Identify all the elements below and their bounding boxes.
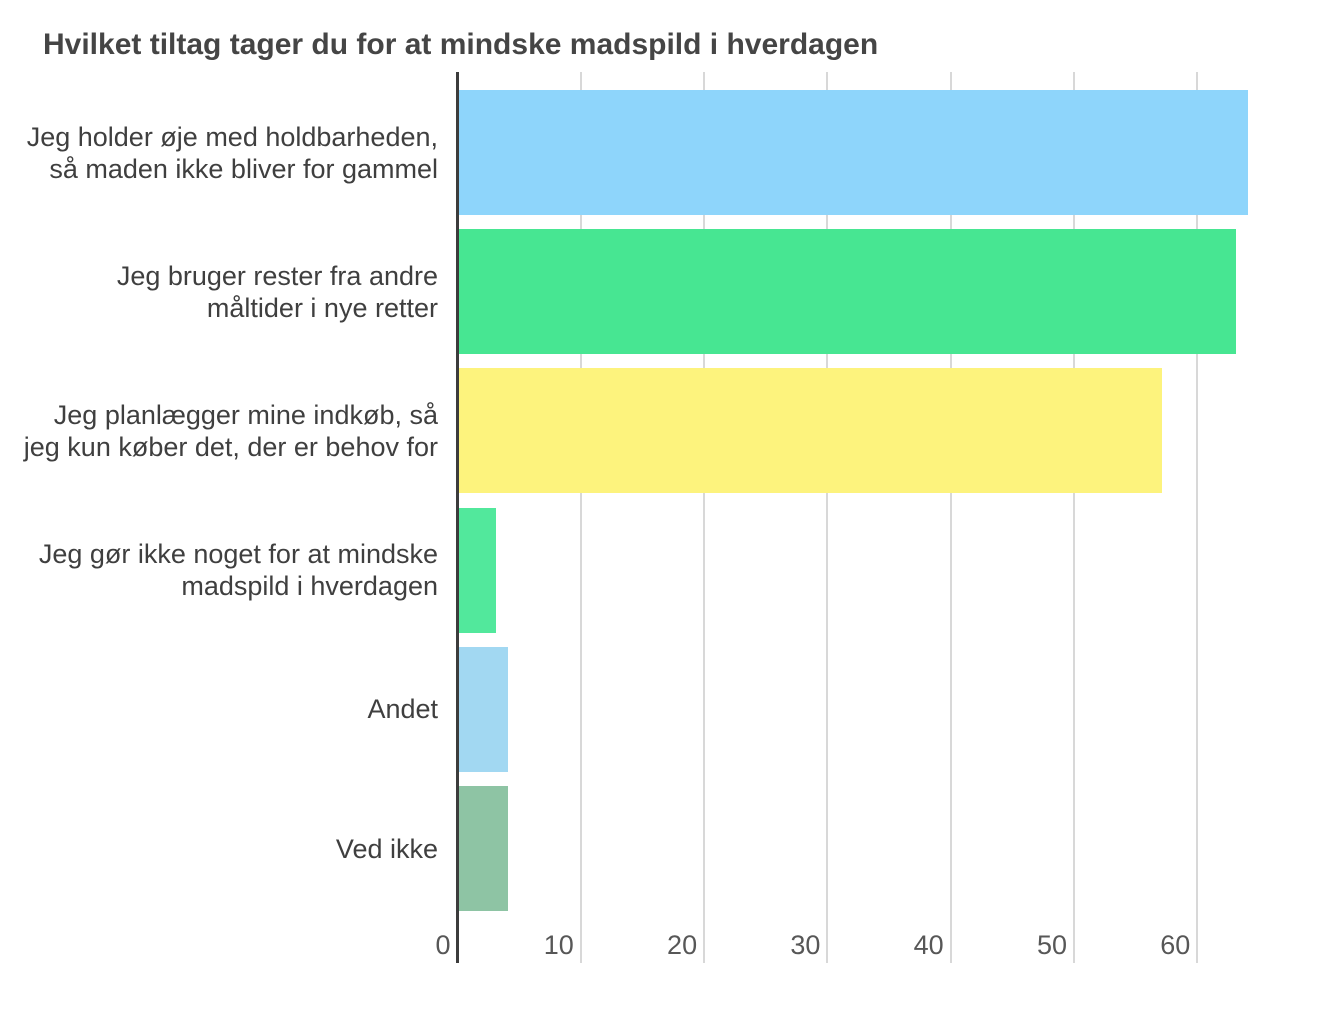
gridline-10 — [579, 72, 582, 963]
bar-row-1 — [459, 229, 1236, 355]
gridline-30 — [826, 72, 829, 963]
gridline-50 — [1073, 72, 1075, 963]
x-tick-label: 60 — [1160, 930, 1191, 960]
bar-row-0 — [459, 90, 1249, 215]
chart-title: Hvilket tiltag tager du for at mindske m… — [43, 28, 879, 61]
x-tick-label: 10 — [543, 930, 574, 960]
category-label: Jeg planlægger mine indkøb, så jeg kun k… — [23, 399, 438, 462]
gridline-40 — [949, 72, 952, 963]
category-label: Jeg gør ikke noget for at mindske madspi… — [38, 539, 438, 602]
bar-row-4 — [459, 646, 509, 772]
x-tick-label: 50 — [1036, 930, 1067, 960]
x-tick-label: 20 — [667, 930, 698, 960]
category-label: Jeg holder øje med holdbarheden, så made… — [26, 121, 438, 184]
y-axis-zero-line — [456, 72, 459, 963]
bar-row-2 — [459, 368, 1162, 494]
bar-row-5 — [459, 786, 509, 911]
gridline-20 — [703, 72, 706, 963]
x-tick-label: 0 — [435, 930, 451, 960]
category-label: Jeg bruger rester fra andre måltider i n… — [116, 260, 438, 323]
category-label: Ved ikke — [335, 833, 438, 864]
gridline-60 — [1196, 72, 1199, 963]
plot-area — [456, 72, 1334, 963]
category-label: Andet — [367, 694, 438, 725]
x-tick-label: 30 — [790, 930, 821, 960]
bar-row-3 — [459, 507, 496, 633]
x-tick-label: 40 — [913, 930, 944, 960]
